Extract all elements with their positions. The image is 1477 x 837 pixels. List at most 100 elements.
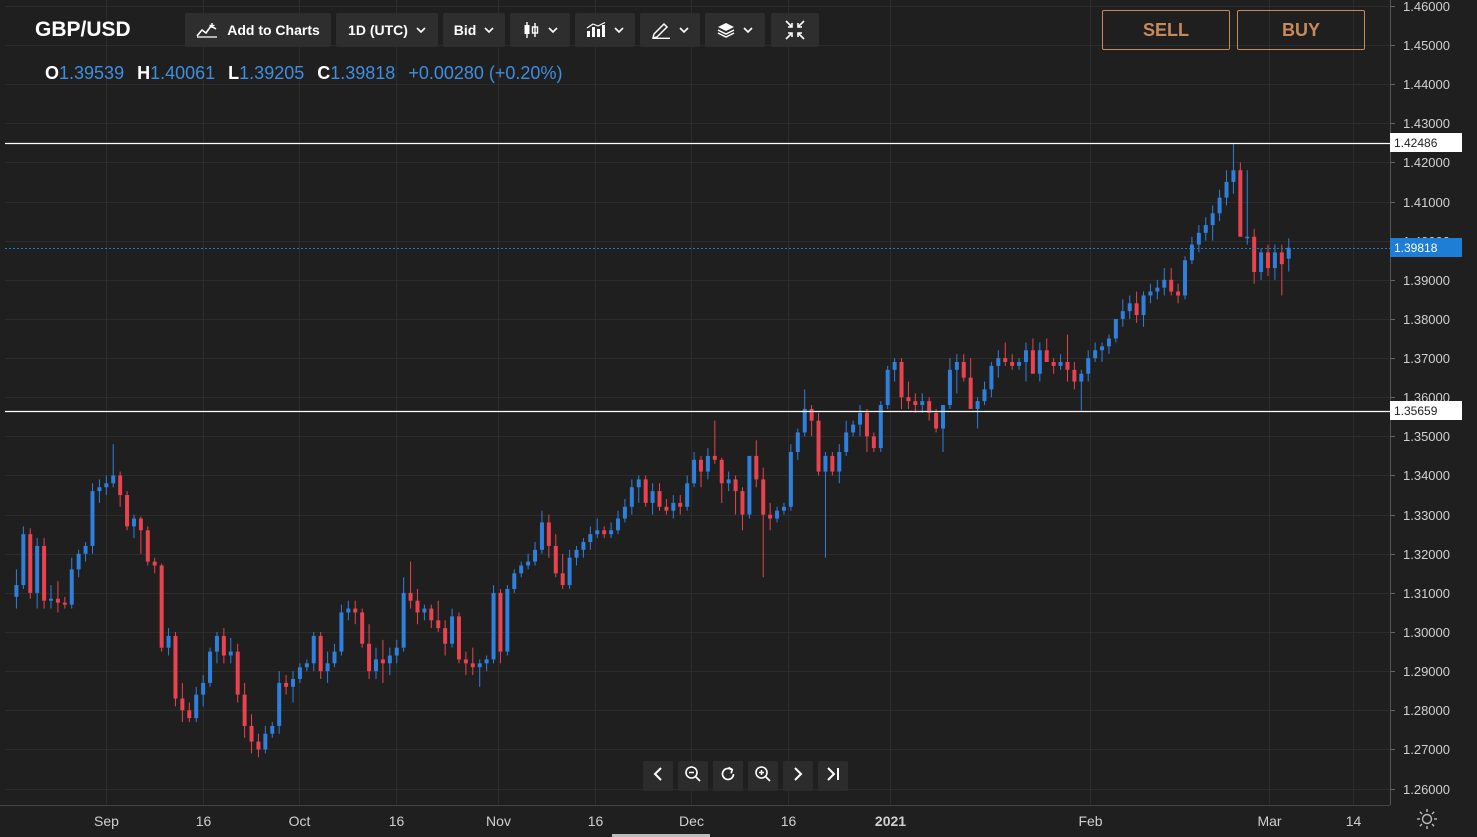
candle-body (1079, 373, 1084, 382)
candle (145, 526, 150, 566)
chart-type-dropdown[interactable] (510, 13, 570, 47)
candle-body (173, 635, 178, 699)
candle-body (422, 608, 427, 613)
scroll-to-end-button[interactable] (818, 761, 848, 791)
candle-body (1058, 361, 1063, 366)
candle (747, 455, 752, 519)
candle (1189, 236, 1194, 265)
candle-body (975, 401, 980, 409)
y-tick-label: 1.33000 (1403, 508, 1450, 523)
candle-body (429, 608, 434, 621)
candle-body (436, 620, 441, 629)
interval-dropdown[interactable]: 1D (UTC) (336, 13, 438, 47)
candle (533, 542, 538, 566)
zoom-in-button[interactable] (748, 761, 778, 791)
candle (754, 440, 759, 488)
candle (1224, 170, 1229, 206)
candle-body (221, 635, 226, 656)
candle (1030, 338, 1035, 374)
candle-body (616, 518, 621, 531)
chevron-down-icon (548, 27, 558, 33)
candle-body (152, 561, 157, 566)
candle-body (1141, 295, 1146, 316)
candle (380, 639, 385, 683)
candle (284, 675, 289, 695)
candle (48, 585, 53, 609)
candle (1017, 358, 1022, 370)
candle-body (678, 502, 683, 507)
candle-body (1279, 252, 1284, 265)
settings-sun-icon[interactable] (1416, 808, 1438, 830)
candle-body (28, 534, 33, 593)
drawing-tools-dropdown[interactable] (640, 13, 700, 47)
candle-body (1093, 350, 1098, 359)
candle-body (256, 741, 261, 750)
candle (567, 549, 572, 589)
symbol-title: GBP/USD (35, 18, 131, 41)
candle (519, 561, 524, 578)
candle (740, 487, 745, 531)
candle-body (1259, 252, 1264, 272)
candle-body (539, 522, 544, 550)
time-scrollbar-thumb[interactable] (612, 834, 710, 837)
candle (622, 498, 627, 523)
candle (90, 483, 95, 554)
buy-button[interactable]: BUY (1237, 10, 1365, 50)
candle-body (380, 659, 385, 664)
bar-type-icon (586, 22, 606, 38)
candle-body (55, 598, 60, 603)
candle-body (1224, 181, 1229, 198)
reset-button[interactable] (713, 761, 743, 791)
candle-body (1065, 361, 1070, 370)
candle (152, 557, 157, 574)
add-to-charts-button[interactable]: Add to Charts (185, 13, 331, 47)
candle (1072, 361, 1077, 390)
candle-body (1176, 291, 1181, 296)
candle (394, 639, 399, 664)
candle (1279, 244, 1284, 296)
candle (602, 526, 607, 539)
y-tick-label: 1.26000 (1403, 782, 1450, 797)
candle (685, 475, 690, 511)
candle-body (698, 459, 703, 472)
sell-button[interactable]: SELL (1102, 10, 1230, 50)
candle-body (1286, 247, 1291, 259)
candle (443, 620, 448, 656)
candle (1079, 369, 1084, 411)
indicators-dropdown[interactable] (575, 13, 635, 47)
candle-body (353, 608, 358, 613)
collapse-button[interactable] (771, 13, 819, 47)
candle (1058, 354, 1063, 370)
zoom-out-button[interactable] (678, 761, 708, 791)
candle-body (747, 455, 752, 515)
candle (553, 534, 558, 578)
scroll-left-button[interactable] (643, 761, 673, 791)
candle (194, 686, 199, 723)
candle (781, 502, 786, 515)
candle-body (166, 635, 171, 648)
candle (1086, 350, 1091, 382)
candle (733, 475, 738, 515)
candle-body (387, 655, 392, 664)
scroll-right-button[interactable] (783, 761, 813, 791)
x-tick-label: Feb (1078, 813, 1102, 829)
candle-body (1238, 170, 1243, 237)
candle (111, 444, 116, 488)
candle-body (21, 534, 26, 586)
candle (795, 428, 800, 460)
candle (1106, 334, 1111, 355)
candle-body (118, 475, 123, 496)
price-type-dropdown[interactable]: Bid (443, 13, 505, 47)
candle (318, 632, 323, 679)
candle-body (69, 569, 74, 605)
candle-body (145, 530, 150, 562)
layers-dropdown[interactable] (705, 13, 765, 47)
candle-body (104, 483, 109, 488)
candle-body (131, 518, 136, 527)
candle-body (775, 510, 780, 519)
candle (429, 604, 434, 629)
candle-body (111, 475, 116, 484)
candle-body (581, 542, 586, 550)
